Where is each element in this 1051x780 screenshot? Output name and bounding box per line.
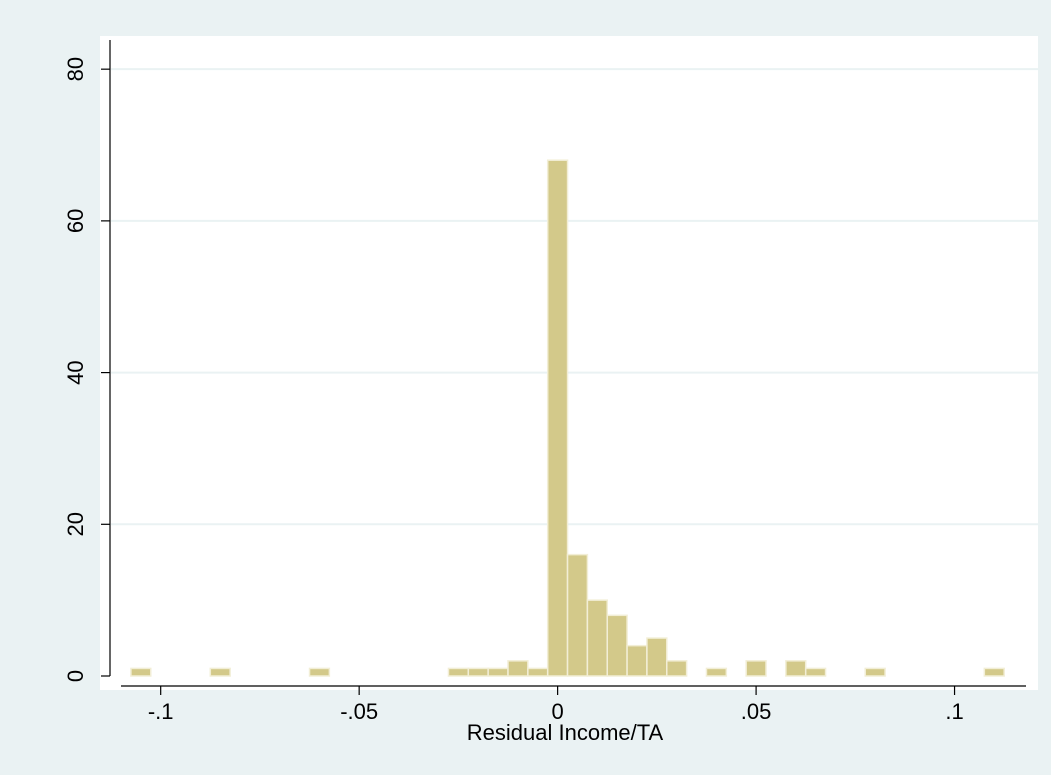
histogram-bar (487, 667, 509, 677)
axis-ticks: 0 20 40 60 80 -.1 -.05 0 .05 .1 (63, 57, 964, 724)
y-tick-label: 80 (63, 57, 88, 81)
x-tick-label: -.05 (340, 699, 378, 724)
y-tick-label: 60 (63, 209, 88, 233)
y-tick-label: 0 (63, 670, 88, 682)
x-tick-label: .1 (945, 699, 963, 724)
x-tick-label: -.1 (148, 699, 174, 724)
x-axis-label: Residual Income/TA (467, 720, 664, 745)
histogram-bar (447, 667, 470, 677)
histogram-bar (864, 667, 886, 677)
histogram-bar (566, 553, 589, 677)
histogram-bar (705, 667, 728, 677)
histogram-bar (308, 667, 331, 677)
histogram-bars (130, 159, 1005, 677)
histogram-bar (646, 637, 668, 677)
y-tick-label: 40 (63, 360, 88, 384)
axes (109, 40, 1026, 687)
histogram-bar (606, 614, 628, 677)
gridlines (111, 68, 1038, 526)
histogram-bar (546, 159, 569, 677)
histogram-bar (507, 660, 529, 677)
y-tick-label: 20 (63, 512, 88, 536)
x-tick-label: 0 (551, 699, 563, 724)
histogram-bar (983, 667, 1005, 677)
histogram-bar (745, 660, 767, 677)
histogram-bar (527, 667, 549, 677)
histogram-bar (209, 667, 231, 677)
histogram-bar (586, 599, 608, 677)
histogram-bar (130, 667, 152, 677)
histogram-bar (804, 667, 827, 677)
x-tick-label: .05 (741, 699, 772, 724)
histogram-bar (666, 660, 688, 677)
histogram-bar (785, 660, 807, 677)
histogram-bar (626, 644, 648, 677)
histogram-bar (467, 667, 489, 677)
